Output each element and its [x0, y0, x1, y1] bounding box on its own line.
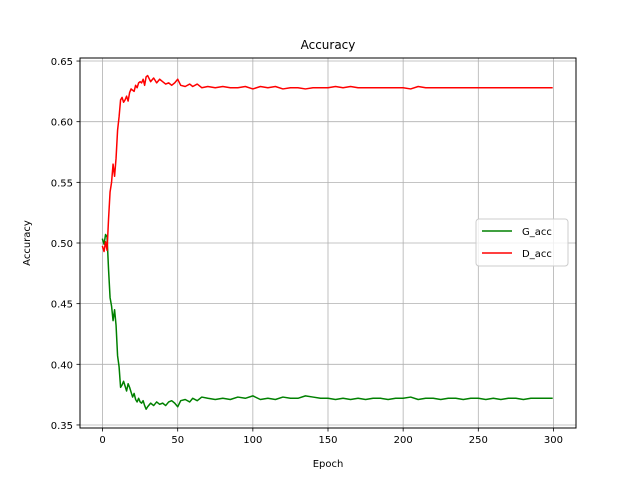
y-tick-label: 0.60 — [51, 118, 73, 129]
x-tick-label: 200 — [394, 435, 413, 446]
x-tick-label: 150 — [318, 435, 337, 446]
chart-title: Accuracy — [301, 38, 356, 52]
legend-label-g-acc: G_acc — [522, 227, 552, 238]
y-tick-label: 0.45 — [51, 300, 73, 311]
y-tick-label: 0.55 — [51, 178, 73, 189]
legend-label-d-acc: D_acc — [522, 249, 552, 260]
y-tick-label: 0.35 — [51, 421, 73, 432]
x-axis-label: Epoch — [313, 459, 344, 470]
legend: G_acc D_acc — [475, 218, 569, 267]
series-line-d-acc — [101, 74, 553, 253]
series-line-g-acc — [101, 233, 553, 410]
y-tick-label: 0.65 — [51, 57, 73, 68]
axis-ticks: 0 50 100 150 200 250 300 0.35 0.40 0.45 0.50 0.55 0.… — [51, 57, 563, 446]
y-axis-label: Accuracy — [22, 220, 33, 266]
series-lines — [101, 74, 553, 410]
x-tick-label: 0 — [99, 435, 105, 446]
x-tick-label: 50 — [171, 435, 184, 446]
y-tick-label: 0.40 — [51, 360, 73, 371]
x-tick-label: 300 — [544, 435, 563, 446]
x-tick-label: 100 — [243, 435, 262, 446]
x-tick-label: 250 — [469, 435, 488, 446]
y-tick-label: 0.50 — [51, 239, 73, 250]
